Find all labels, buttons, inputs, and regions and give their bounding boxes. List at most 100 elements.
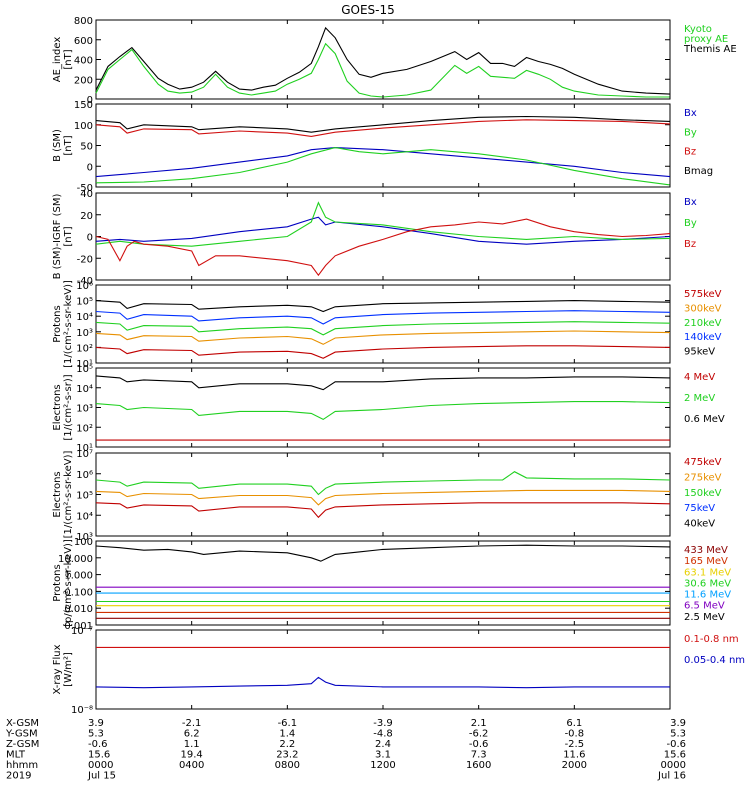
x-row-value: -0.6 — [88, 739, 108, 750]
x-row-value: 1600 — [466, 760, 491, 771]
y-axis-label: Protons[1/(cm²-s-sr-keV)] — [52, 280, 74, 368]
x-row-value: 0000 — [661, 760, 686, 771]
legend-label: Kyoto — [684, 24, 712, 35]
y-tick-label: 0.100 — [64, 587, 93, 598]
x-row-value: -0.6 — [469, 739, 489, 750]
x-row-value: Jul 16 — [657, 771, 686, 782]
legend-label: 11.6 MeV — [684, 590, 731, 601]
series-line-1 — [95, 489, 671, 506]
x-row-value: 3.9 — [670, 718, 686, 729]
series-line-0 — [95, 375, 671, 391]
x-row-value: 7.3 — [471, 750, 487, 761]
x-row-value: 2.2 — [279, 739, 295, 750]
y-tick-label: 100 — [74, 121, 93, 132]
legend-label: 63.1 MeV — [684, 567, 731, 578]
y-tick-label: 0 — [87, 162, 93, 173]
y-tick-label: 10¹ — [76, 443, 93, 454]
x-row-value: 15.6 — [88, 750, 110, 761]
y-axis-label: X-ray Flux[W/m²] — [52, 644, 74, 694]
legend-label: 475keV — [684, 457, 722, 468]
x-row-label: Y-GSM — [5, 729, 38, 740]
y-tick-label: 10² — [76, 343, 93, 354]
series-line-2 — [95, 218, 671, 277]
y-tick-label: 10⁵ — [76, 364, 93, 375]
y-tick-label: 10⁴ — [76, 312, 93, 323]
y-tick-label: 10.000 — [58, 554, 93, 565]
y-axis-label: Electrons[1/(cm²-s-sr)] — [52, 374, 74, 440]
panel-frame — [95, 284, 671, 364]
x-row-value: -0.6 — [666, 739, 686, 750]
y-tick-label: 600 — [74, 36, 93, 47]
panel-1: -50 0 50 100 150 B (SM)[nT] Bx By Bz Bmag — [52, 100, 713, 194]
legend-label: 2.5 MeV — [684, 612, 725, 623]
y-tick-label: 40 — [80, 189, 93, 200]
x-row-value: 0800 — [275, 760, 300, 771]
y-tick-label: 10⁴ — [76, 511, 93, 522]
series-line-1 — [95, 310, 671, 325]
legend-label: 40keV — [684, 519, 715, 530]
panel-frame — [95, 629, 671, 710]
series-line-0 — [95, 300, 671, 313]
legend-label: proxy AE — [684, 34, 728, 45]
x-row-value: 2.4 — [375, 739, 391, 750]
y-tick-label: 0 — [87, 95, 93, 106]
y-tick-label: 10⁷ — [76, 449, 93, 460]
y-tick-label: 200 — [74, 75, 93, 86]
x-row-label: MLT — [6, 750, 26, 761]
legend-label: 165 MeV — [684, 556, 728, 567]
y-tick-label: 0.001 — [64, 621, 93, 632]
y-tick-label: 10⁴ — [76, 384, 93, 395]
y-tick-label: 10³ — [76, 404, 93, 415]
legend-label: Themis AE — [683, 44, 737, 55]
series-line-0 — [95, 471, 671, 496]
y-tick-label: -20 — [77, 254, 93, 265]
series-line-2 — [95, 502, 671, 519]
legend-label: 0.1-0.8 nm — [684, 634, 739, 645]
y-tick-label: 10³ — [76, 532, 93, 543]
y-tick-label: 10⁶ — [76, 470, 93, 481]
x-row-value: 5.3 — [670, 729, 686, 740]
series-line-1 — [95, 119, 671, 137]
legend-label: 6.5 MeV — [684, 601, 725, 612]
y-tick-label: 800 — [74, 16, 93, 27]
legend-label: By — [684, 127, 697, 138]
x-row-value: 2.1 — [471, 718, 487, 729]
x-row-value: -6.1 — [278, 718, 298, 729]
y-axis-label: AE_index[nT] — [52, 37, 74, 83]
panel-2: -40 -20 0 20 40 B (SM)-IGRF (SM)[nT] Bx By Bz — [52, 189, 697, 287]
series-line-4 — [95, 345, 671, 359]
x-row-value: 23.2 — [276, 750, 298, 761]
x-row-value: -4.8 — [373, 729, 393, 740]
legend-label: 275keV — [684, 472, 722, 483]
x-row-value: -3.9 — [373, 718, 393, 729]
x-row-label: X-GSM — [6, 718, 39, 729]
x-row-label: 2019 — [6, 771, 31, 782]
panel-frame — [95, 103, 671, 188]
series-line-0 — [95, 26, 671, 95]
x-row-value: Jul 15 — [87, 771, 116, 782]
x-row-value: 11.6 — [563, 750, 585, 761]
y-tick-label: 50 — [80, 142, 93, 153]
x-row-value: 15.6 — [664, 750, 686, 761]
y-tick-label: 100 — [74, 537, 93, 548]
panel-7: 10⁻⁸ 10⁻⁷ X-ray Flux[W/m²] 0.1-0.8 nm 0.05-0… — [52, 626, 745, 716]
series-line-0 — [95, 115, 671, 133]
series-line-1 — [95, 201, 671, 247]
x-row-value: 1.1 — [184, 739, 200, 750]
y-tick-label: 10³ — [76, 328, 93, 339]
y-axis-label: B (SM)[nT] — [52, 129, 74, 162]
x-row-value: 6.1 — [566, 718, 582, 729]
y-tick-label: 10⁻⁸ — [71, 705, 93, 716]
x-row-value: 19.4 — [181, 750, 203, 761]
y-tick-label: 10⁶ — [76, 281, 93, 292]
legend-label: 95keV — [684, 347, 715, 358]
y-tick-label: 10⁻⁷ — [71, 626, 93, 637]
y-tick-label: 1.000 — [64, 571, 93, 582]
x-row-value: 1.4 — [279, 729, 295, 740]
legend-label: 300keV — [684, 303, 722, 314]
legend-label: 2 MeV — [684, 393, 715, 404]
y-axis-label: Electrons[1/(cm²-s-sr-keV)] — [52, 451, 74, 539]
